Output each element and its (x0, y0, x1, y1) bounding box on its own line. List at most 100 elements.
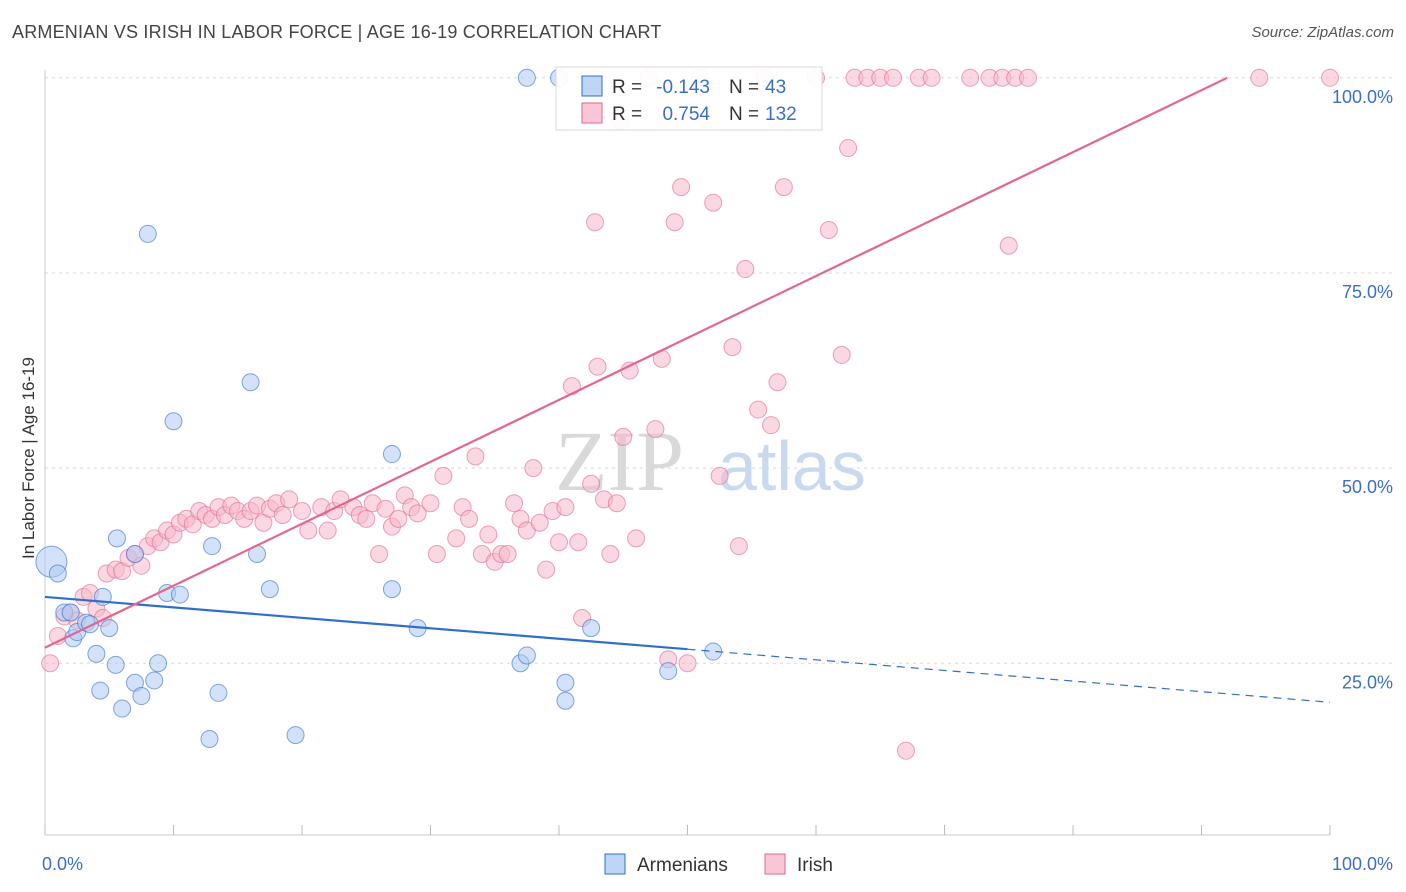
armenian-point (106, 655, 125, 674)
armenian-trendline (44, 595, 688, 651)
trend-layer (44, 76, 1331, 703)
irish-point (447, 529, 466, 548)
irish-point (961, 68, 980, 87)
legend-swatch (604, 853, 626, 875)
armenian-point (556, 673, 575, 692)
armenian-point (125, 544, 144, 563)
y-tick-label: 25.0% (1342, 672, 1393, 692)
armenian-point (382, 580, 401, 599)
irish-point (884, 68, 903, 87)
irish-point (389, 509, 408, 528)
armenian-point (200, 729, 219, 748)
armenian-point (209, 683, 228, 702)
armenian-point (260, 580, 279, 599)
armenian-trendline-extension (687, 648, 1331, 703)
irish-point (537, 560, 556, 579)
irish-point (293, 502, 311, 521)
irish-point (922, 68, 941, 87)
irish-point (729, 537, 748, 556)
irish-point (896, 741, 915, 760)
legend-n-label: N = (729, 77, 759, 98)
irish-point (646, 420, 665, 439)
armenian-point (582, 619, 601, 638)
irish-point (498, 544, 517, 563)
irish-point (839, 139, 858, 158)
armenian-point (241, 373, 260, 392)
irish-point (582, 474, 601, 493)
irish-point (620, 361, 639, 380)
irish-point (601, 544, 620, 563)
grid-layer (45, 77, 1392, 664)
armenian-point (61, 603, 80, 622)
irish-point (774, 178, 793, 197)
legend-swatch (764, 853, 786, 875)
irish-point (704, 193, 723, 212)
irish-point (1019, 68, 1038, 87)
armenian-point (382, 445, 401, 464)
irish-point (749, 400, 768, 419)
legend-series-name: Armenians (637, 855, 728, 876)
irish-point (832, 345, 851, 364)
armenian-point (113, 699, 132, 718)
watermark-atlas: atlas (718, 427, 866, 505)
legend-n-label: N = (729, 104, 759, 125)
x-tick-label: 0.0% (42, 854, 83, 874)
irish-point (562, 377, 581, 396)
irish-point (762, 416, 781, 435)
stats-legend: R = -0.143 N = 43 R = 0.754 N = 132 (555, 66, 823, 131)
chart-title: ARMENIAN VS IRISH IN LABOR FORCE | AGE 1… (12, 22, 662, 42)
irish-point (569, 533, 588, 552)
armenian-point (100, 619, 119, 638)
irish-point (466, 447, 485, 466)
irish-point (710, 466, 729, 485)
irish-point (273, 505, 292, 524)
legend-swatch (581, 75, 603, 97)
series-legend: Armenians Irish (604, 853, 833, 876)
irish-point (556, 498, 575, 517)
armenian-point (556, 691, 575, 710)
armenian-point (138, 224, 157, 243)
irish-point (588, 357, 607, 376)
armenian-point (170, 585, 189, 604)
armenian-point (517, 68, 536, 87)
irish-point (434, 466, 453, 485)
irish-point (672, 178, 691, 197)
armenian-point (87, 644, 106, 663)
armenian-point (149, 654, 168, 673)
legend-r-label: R = (612, 104, 642, 125)
irish-point (370, 544, 389, 563)
irish-point (479, 525, 498, 544)
irish-point (614, 427, 633, 446)
irish-point (357, 509, 376, 528)
irish-point (408, 504, 427, 523)
irish-point (376, 499, 395, 518)
armenian-point (164, 412, 183, 431)
y-axis-label: In Labor Force | Age 16-19 (19, 357, 38, 559)
points-layer (35, 68, 1339, 760)
irish-point (627, 529, 646, 548)
legend-swatch (581, 102, 603, 124)
irish-point (999, 236, 1018, 255)
y-tick-label: 75.0% (1342, 282, 1393, 302)
irish-point (1250, 68, 1269, 87)
axis-layer: 25.0% 50.0% 75.0% 100.0% 0.0% 100.0% (42, 70, 1393, 874)
irish-point (1321, 68, 1339, 87)
irish-point (427, 544, 446, 563)
armenian-point (517, 646, 536, 665)
legend-n-value: 43 (765, 77, 786, 98)
watermark-zip: ZIP (555, 413, 684, 509)
irish-point (723, 338, 742, 357)
armenian-point (91, 681, 110, 700)
irish-point (524, 459, 543, 478)
armenian-point (132, 687, 151, 706)
irish-point (768, 373, 787, 392)
legend-r-value: -0.143 (656, 77, 710, 98)
irish-point (736, 260, 755, 279)
legend-series-name: Irish (797, 855, 833, 876)
irish-point (505, 494, 524, 513)
irish-trendline (44, 76, 1228, 649)
legend-n-value: 132 (765, 104, 797, 125)
irish-point (460, 509, 479, 528)
irish-point (819, 221, 838, 240)
armenian-point (48, 564, 67, 583)
